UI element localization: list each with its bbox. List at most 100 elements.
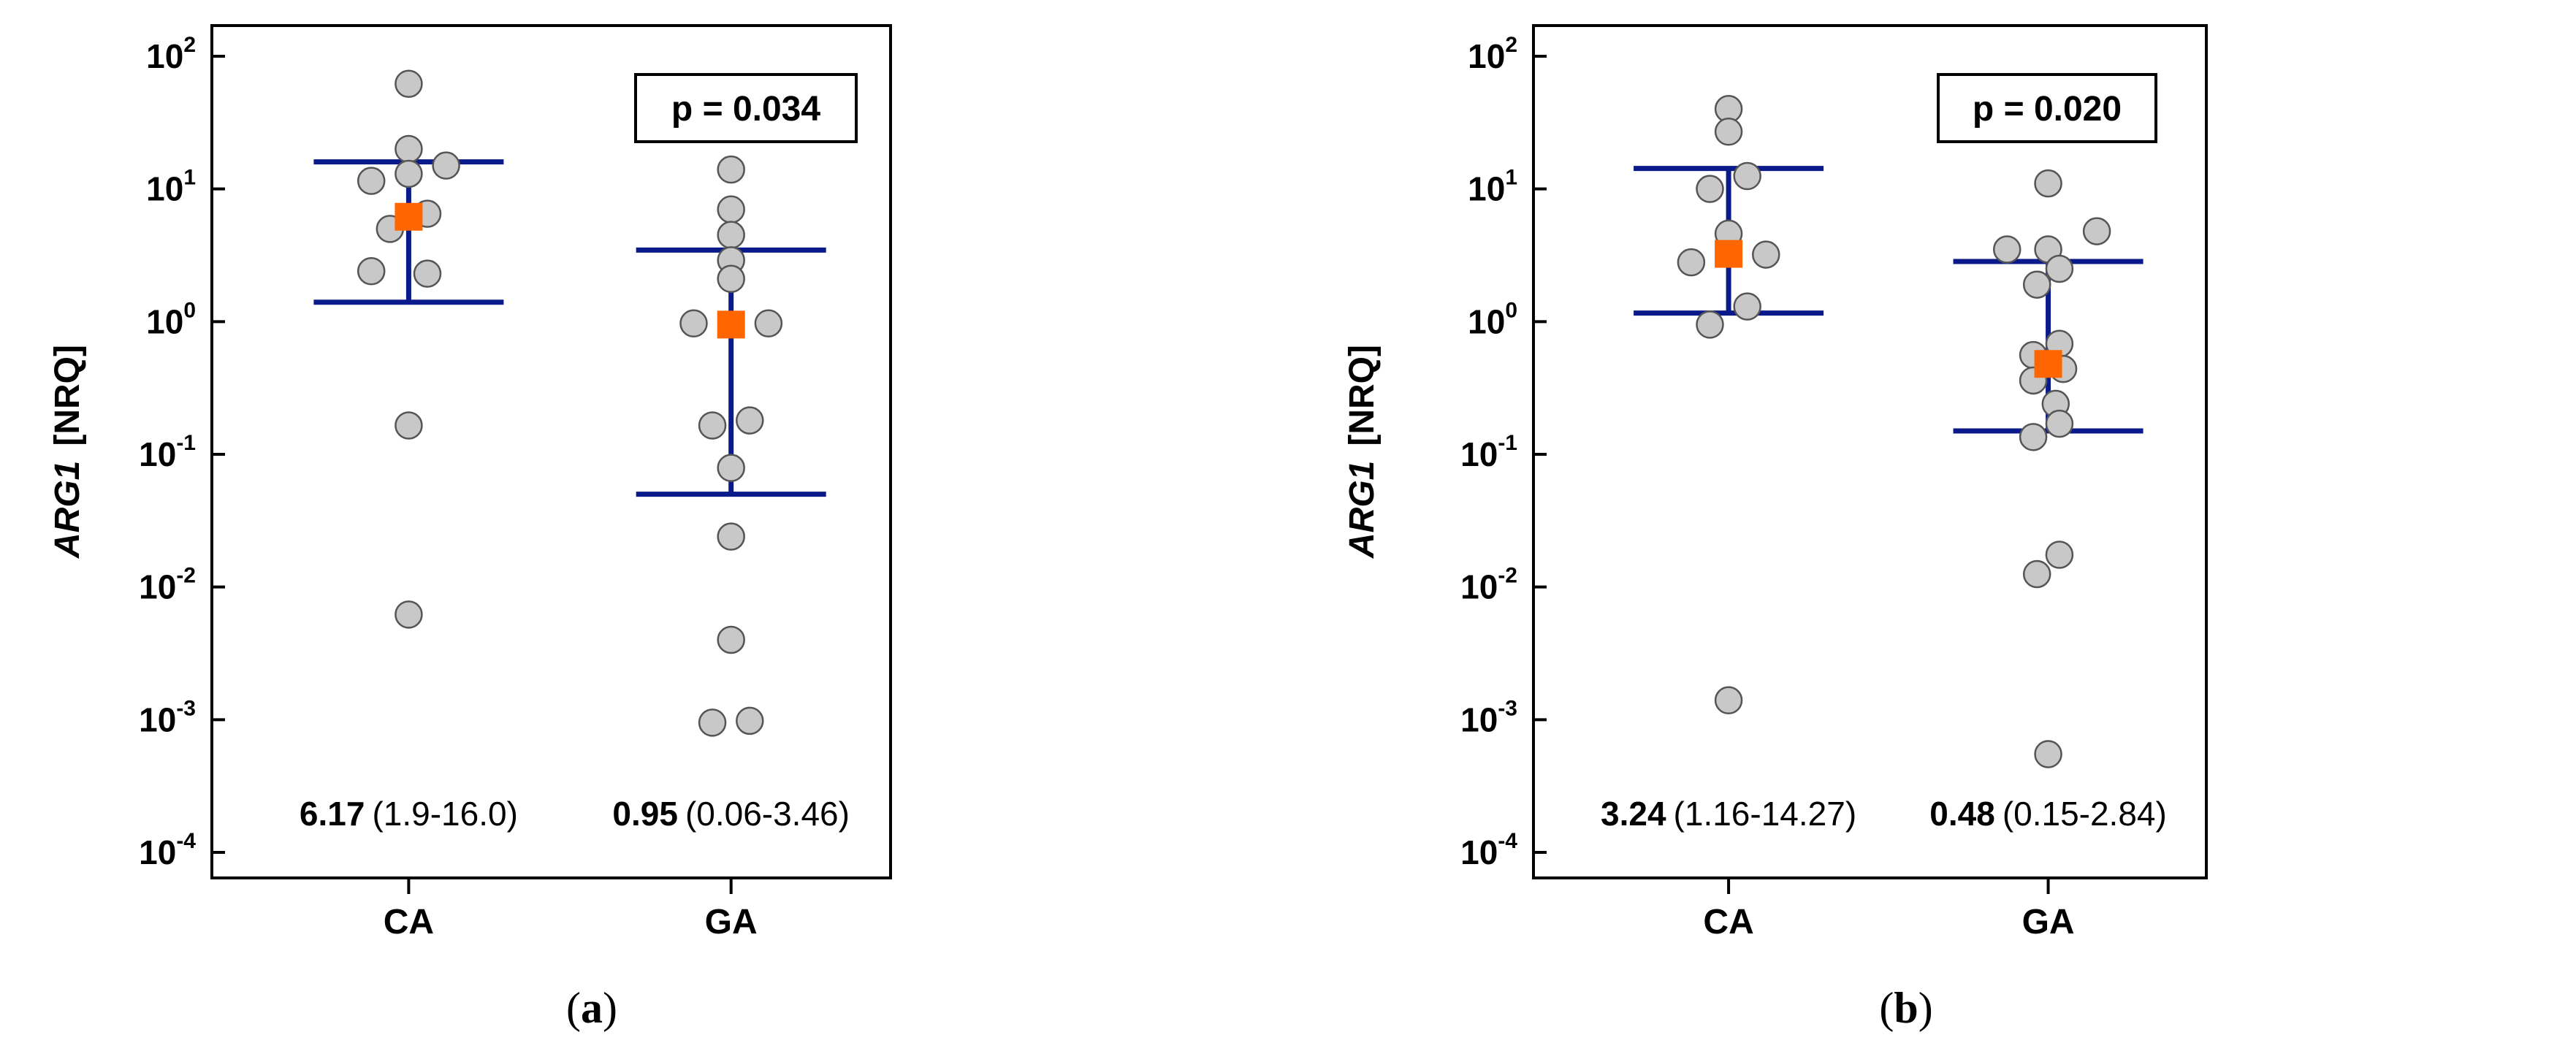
panel-a-CA-summary: 6.17 (1.9-16.0) [300, 795, 518, 833]
panel-b-ytick-exp-3: -1 [1498, 431, 1517, 455]
panel-b-GA-summary: 0.48 (0.15-2.84) [1929, 795, 2167, 833]
panel-a-summaries: 6.17 (1.9-16.0) 0.95 (0.06-3.46) [300, 795, 850, 833]
panel-a-ytick-label-2: 100 [146, 298, 196, 340]
panel-a-pvalue-frame [634, 73, 858, 143]
panel-b-ytick-label-2: 100 [1468, 298, 1517, 340]
panel-b-ytick-base-3: 10 [1460, 435, 1498, 473]
panel-b-ylabel: ARG1 [NRQ] [1343, 345, 1382, 559]
panel-b-ytick-base-4: 10 [1460, 568, 1498, 606]
panel-b-category-CA: CA [1703, 903, 1753, 941]
panel-b-points [1677, 95, 2111, 768]
panel-a-whiskers [313, 159, 826, 497]
panel-a-GA-summary-range: (0.06-3.46) [685, 795, 850, 833]
panel-b-GA-point-0 [2034, 169, 2062, 198]
panel-a-CA-point-2 [432, 151, 460, 180]
panel-b-summaries: 3.24 (1.16-14.27) 0.48 (0.15-2.84) [1601, 795, 2167, 833]
panel-a-GA-point-8 [698, 411, 727, 440]
panel-b-CA-point-2 [1733, 161, 1761, 191]
panel-a-ytick-base-6: 10 [139, 833, 176, 871]
panel-b-pvalue-box: p = 0.020 [1937, 73, 2157, 143]
panel-b-GA-summary-median: 0.48 [1929, 795, 1995, 833]
panel-b-medians [1715, 240, 2062, 378]
panel-a-ytick-base-2: 10 [146, 302, 183, 340]
panel-a-ytick-exp-4: -2 [176, 564, 196, 588]
panel-a-GA-summary-median: 0.95 [612, 795, 678, 833]
panel-a-category-GA: GA [705, 903, 758, 941]
panel-b-ytick-base-2: 10 [1468, 302, 1505, 340]
panel-b-ytick-exp-5: -3 [1498, 696, 1517, 720]
panel-b-ytick-label-6: 10-4 [1460, 829, 1517, 871]
panel-b-ytick-label-5: 10-3 [1460, 696, 1517, 738]
panel-a-ytick-base-1: 10 [146, 170, 183, 208]
panel-a-CA-summary-range: (1.9-16.0) [372, 795, 517, 833]
panel-b-CA-point-6 [1677, 248, 1706, 277]
panel-a-ytick-exp-6: -4 [176, 829, 196, 853]
panel-b-x-axis: CA GA [1703, 878, 2075, 941]
panel-a-medians [395, 202, 745, 339]
panel-a-ytick-base-3: 10 [139, 435, 176, 473]
panel-a-GA-point-11 [717, 522, 745, 551]
panel-b-ytick-label-3: 10-1 [1460, 431, 1517, 473]
panel-a-ytick-exp-2: 0 [183, 298, 196, 322]
panel-b-ytick-exp-2: 0 [1505, 298, 1517, 322]
panel-a-GA-point-10 [717, 454, 745, 482]
panel-a-CA-point-10 [395, 600, 423, 629]
panel-b-ytick-exp-4: -2 [1498, 564, 1517, 588]
panel-a-GA-point-13 [698, 708, 727, 737]
panel-a-GA-median-marker [717, 310, 745, 339]
panel-a-CA-point-7 [357, 257, 386, 286]
panel-b-ytick-label-1: 101 [1468, 166, 1517, 208]
panel-b-GA-summary-range: (0.15-2.84) [2003, 795, 2167, 833]
panel-a-category-CA: CA [384, 903, 434, 941]
panel-b-GA-point-15 [2034, 740, 2062, 768]
panel-a-label-letter: a [581, 984, 603, 1032]
panel-a-ytick-exp-5: -3 [176, 696, 196, 720]
panel-a-ytick-exp-0: 2 [183, 33, 196, 57]
panel-a-ytick-label-3: 10-1 [139, 431, 196, 473]
panel-a-CA-median-marker [395, 202, 423, 231]
panel-a-GA-point-7 [754, 309, 783, 337]
panel-b-CA-point-1 [1714, 118, 1743, 146]
panel-b-GA-point-2 [1992, 235, 2021, 264]
panel-b-pvalue: p = 0.020 [1973, 90, 2122, 129]
panel-b-ytick-label-4: 10-2 [1460, 564, 1517, 606]
panel-a-ytick-exp-1: 1 [183, 166, 196, 190]
panel-a-label: (a) [566, 984, 617, 1032]
panel-a-ylabel: ARG1 [NRQ] [48, 345, 87, 559]
panel-a-CA-point-4 [357, 167, 386, 195]
panel-b-GA-point-13 [2045, 540, 2074, 569]
panel-b-CA-point-3 [1696, 175, 1724, 203]
panel-b-CA-summary-median: 3.24 [1601, 795, 1666, 833]
panel-a-GA-point-3 [717, 221, 745, 249]
panel-b-frame [1532, 24, 2208, 879]
panel-b-CA-point-8 [1696, 310, 1724, 339]
panel-a-x-axis: CA GA [384, 878, 758, 941]
panel-b-GA-point-12 [2019, 423, 2048, 451]
panel-b-GA-point-4 [2045, 254, 2074, 283]
panel-a-ytick-label-5: 10-3 [139, 696, 196, 738]
panel-b-ytick-base-6: 10 [1460, 833, 1498, 871]
panel-b-ytick-exp-6: -4 [1498, 829, 1517, 853]
panel-a-GA-point-6 [679, 309, 708, 337]
panel-a-frame [210, 24, 892, 879]
panel-b-ylabel-unit: [NRQ] [1343, 345, 1382, 446]
panel-b-CA-median-marker [1715, 240, 1743, 268]
panel-b-label-letter: b [1894, 984, 1918, 1032]
panel-b-GA-point-11 [2045, 409, 2074, 438]
panel-a-CA-point-1 [395, 134, 423, 164]
panel-b-GA-point-14 [2022, 559, 2051, 589]
panel-a-pvalue-box: p = 0.034 [634, 73, 858, 143]
panel-b-CA-summary: 3.24 (1.16-14.27) [1601, 795, 1856, 833]
panel-a-pvalue: p = 0.034 [671, 90, 820, 129]
panel-b-label: (b) [1879, 984, 1932, 1032]
panel-a-GA-point-5 [717, 264, 745, 294]
panel-a-GA-point-12 [717, 625, 745, 654]
panel-b-GA-point-1 [2082, 217, 2111, 245]
panel-a-points [357, 69, 783, 737]
panel-a-GA-point-1 [717, 155, 745, 184]
panel-a-GA-summary: 0.95 (0.06-3.46) [612, 795, 850, 833]
panel-a-GA-point-9 [736, 406, 764, 435]
